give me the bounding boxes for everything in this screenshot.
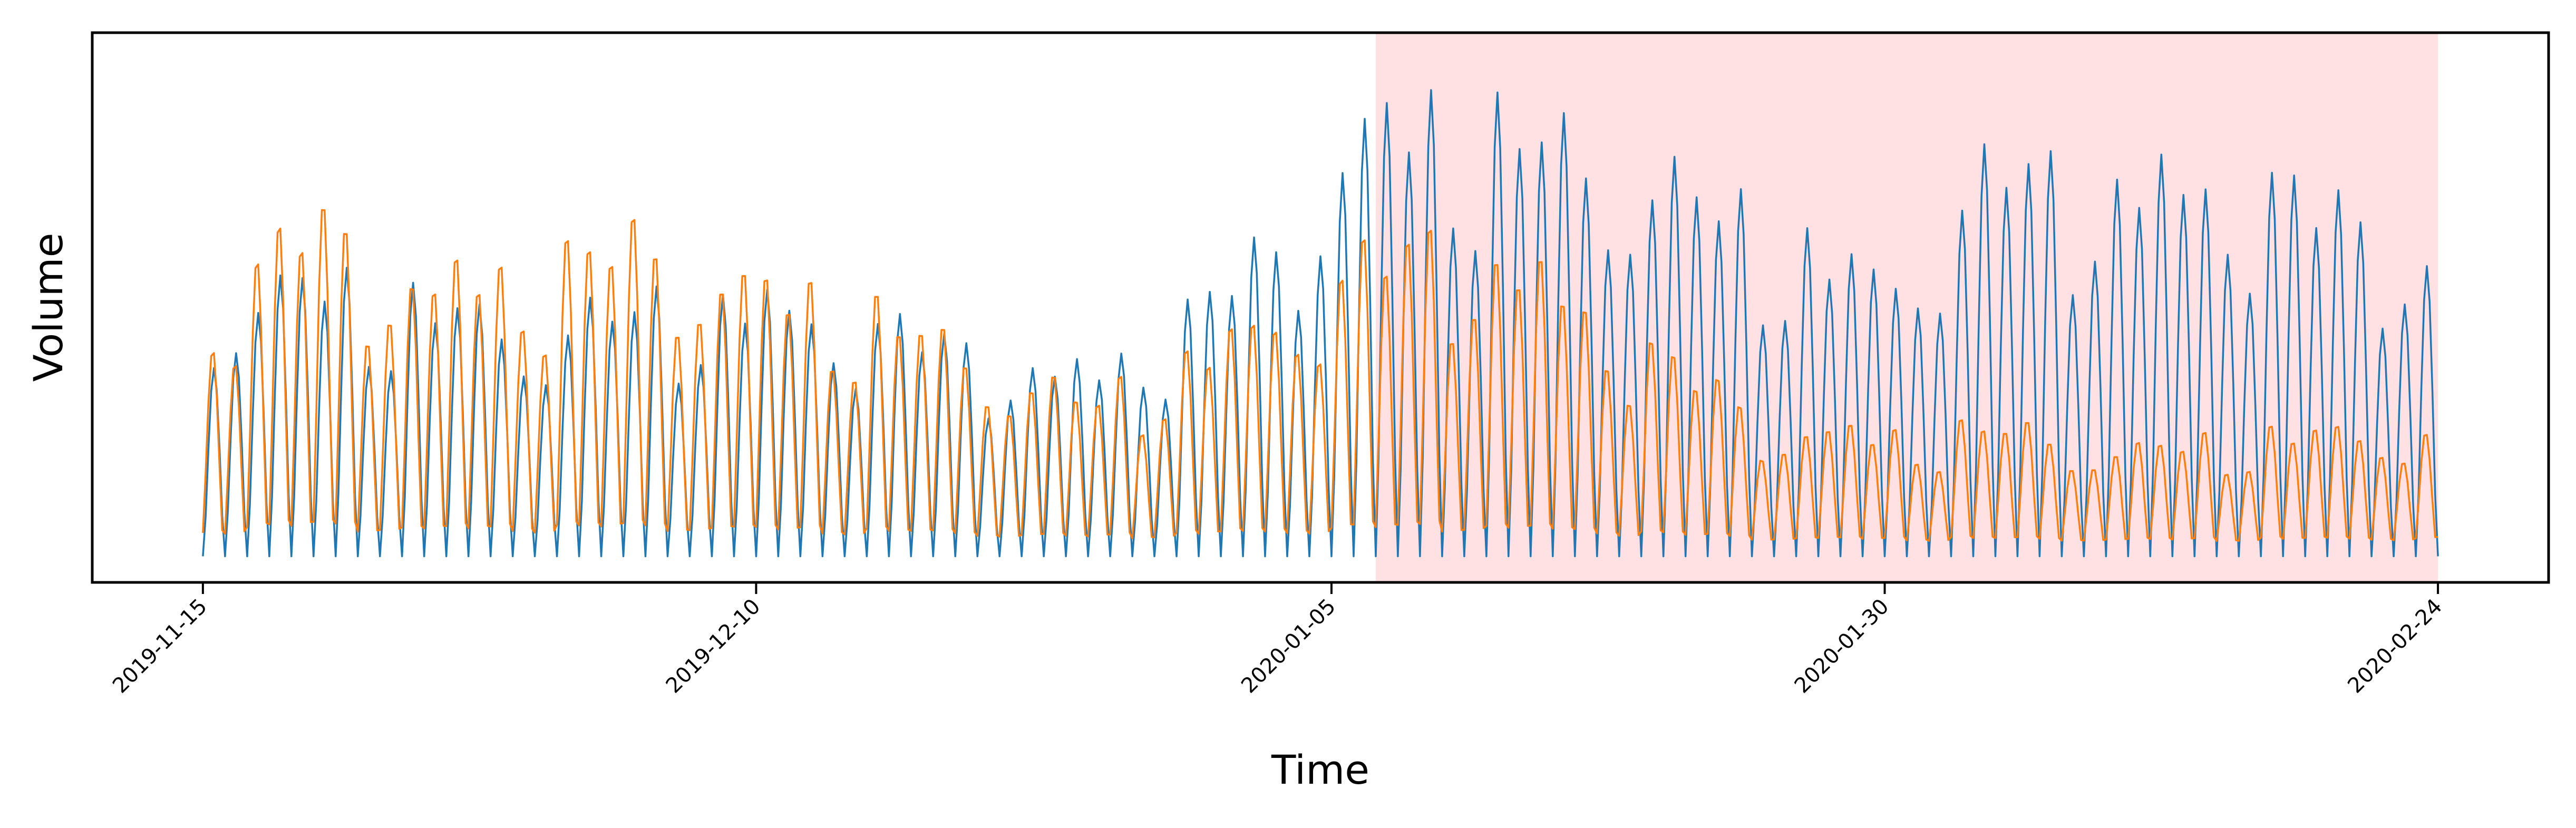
series-line-2 <box>202 209 2438 542</box>
plot-frame <box>91 31 2550 584</box>
highlight-region <box>1375 33 2438 582</box>
y-axis-label: Volume <box>25 233 72 382</box>
series-group <box>202 89 2439 558</box>
plot-area <box>91 31 2550 584</box>
x-axis-label: Time <box>1271 746 1369 793</box>
